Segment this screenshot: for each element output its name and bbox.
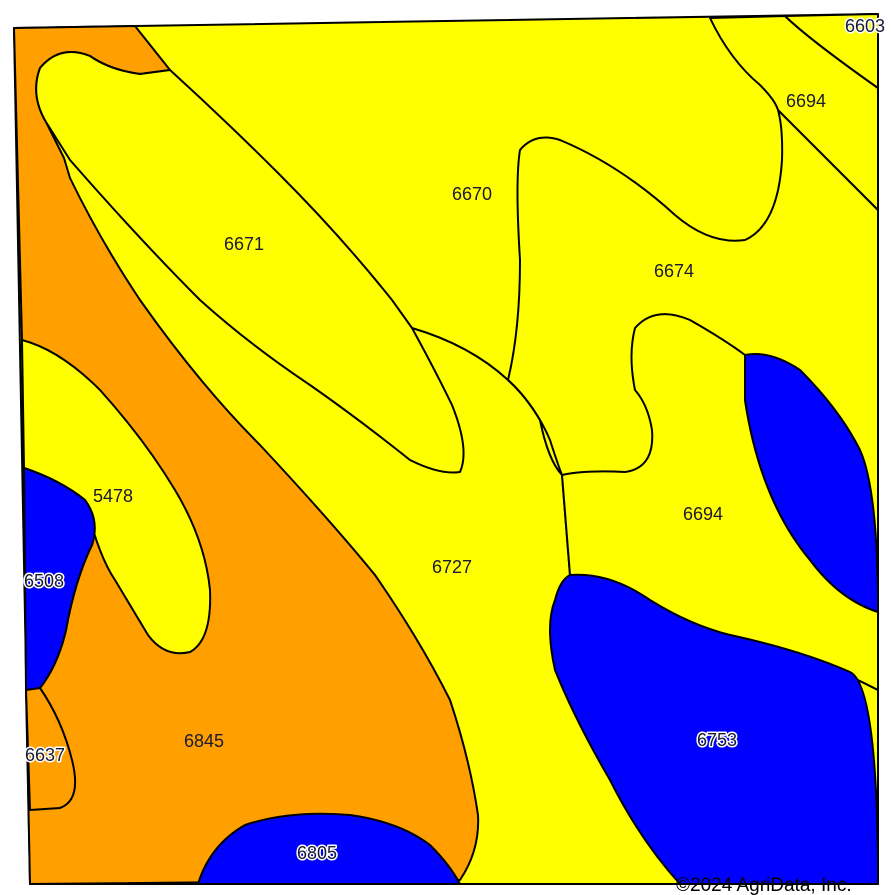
label-6753: 6753 xyxy=(697,730,737,750)
map-labels: 6603 6603 6694 6670 6671 6674 5478 6694 … xyxy=(23,15,887,865)
label-6670: 6670 xyxy=(452,184,492,204)
map-unit-blue-right-polygon xyxy=(744,353,879,613)
copyright-notice: ©2024 AgriData, Inc. xyxy=(676,875,852,895)
soil-boundary-6671-6727 xyxy=(411,327,563,476)
label-6674: 6674 xyxy=(654,261,694,281)
map-unit-6671-polygon xyxy=(35,51,465,474)
label-6845: 6845 xyxy=(184,731,224,751)
map-unit-6805-polygon xyxy=(197,812,461,885)
label-6508-halo: 6508 xyxy=(24,571,64,591)
label-6637-halo: 6637 xyxy=(25,745,65,765)
label-6805-halo: 6805 xyxy=(297,843,337,863)
label-6805: 6805 xyxy=(297,843,337,863)
label-6753-halo: 6753 xyxy=(697,730,737,750)
map-unit-6603-polygon xyxy=(784,13,879,89)
label-6671: 6671 xyxy=(224,234,264,254)
map-unit-6508-polygon xyxy=(23,467,96,691)
label-6603-halo: 6603 xyxy=(845,16,885,36)
label-6694-upper: 6694 xyxy=(786,91,826,111)
label-6727: 6727 xyxy=(432,557,472,577)
label-6637: 6637 xyxy=(25,745,65,765)
map-unit-6637-polygon xyxy=(25,687,76,811)
map-unit-6753-polygon xyxy=(549,573,879,885)
label-6508: 6508 xyxy=(24,571,64,591)
label-6694-lower: 6694 xyxy=(683,504,723,524)
label-5478: 5478 xyxy=(93,486,133,506)
label-6603: 6603 xyxy=(845,16,885,36)
